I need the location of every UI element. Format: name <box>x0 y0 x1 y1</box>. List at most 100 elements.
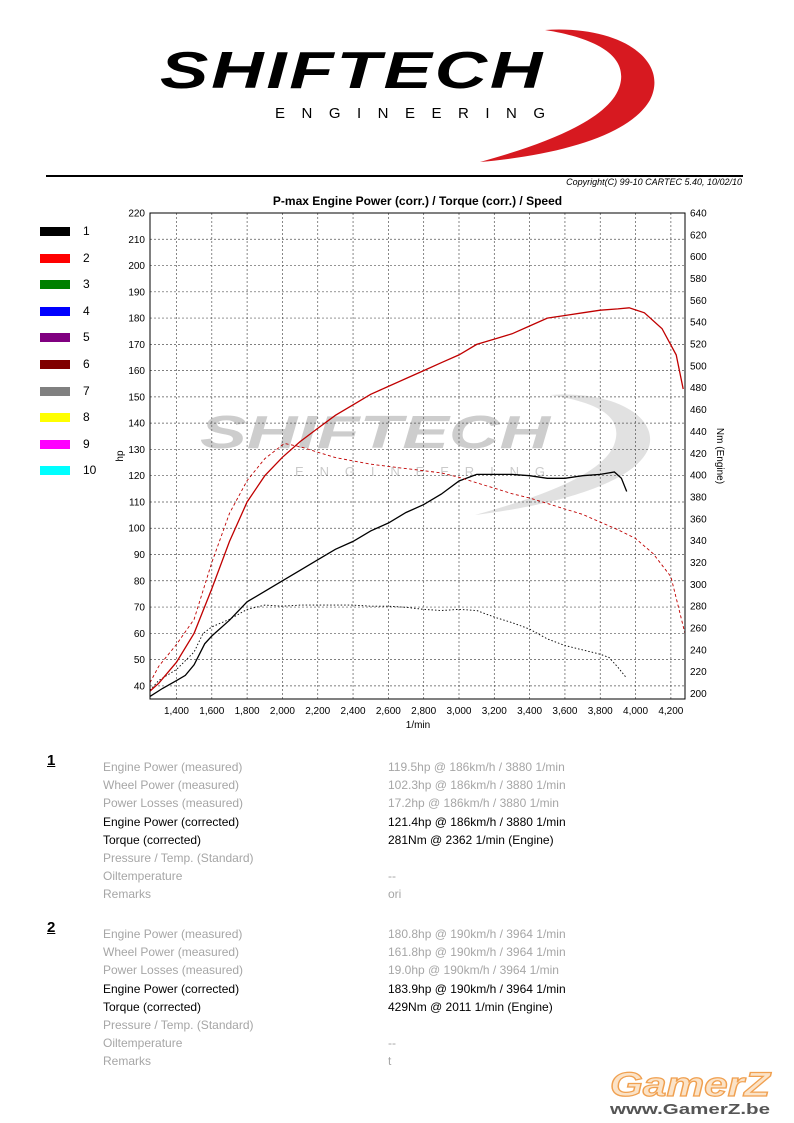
series-2-power-line <box>149 307 684 692</box>
y2-tick-label: 520 <box>690 340 707 351</box>
legend-label: 8 <box>83 410 90 425</box>
y2-tick-label: 240 <box>690 645 707 656</box>
x-tick-label: 3,400 <box>517 706 542 717</box>
result-label: Torque (corrected) <box>103 832 202 847</box>
result-value: 281Nm @ 2362 1/min (Engine) <box>388 832 554 847</box>
legend-label: 1 <box>83 224 90 238</box>
y2-tick-label: 360 <box>690 514 707 525</box>
result-value: -- <box>388 869 396 884</box>
y2-tick-label: 460 <box>690 405 707 416</box>
legend-item: 9 <box>40 437 120 451</box>
result-row: Engine Power (measured) 180.8hp @ 190km/h… <box>0 927 794 945</box>
result-label: Wheel Power (measured) <box>103 945 240 960</box>
result-label: Pressure / Temp. (Standard) <box>103 851 254 865</box>
logo-swoosh <box>480 29 655 162</box>
legend-label: 9 <box>83 436 90 451</box>
result-row: Power Losses (measured) 19.0hp @ 190km/h … <box>0 963 794 981</box>
result-label: Torque (corrected) <box>103 999 202 1014</box>
y2-tick-label: 400 <box>690 471 707 482</box>
result-row: Oiltemperature -- <box>0 869 794 887</box>
result-value: 17.2hp @ 186km/h / 3880 1/min <box>388 796 559 811</box>
x-tick-label: 1,400 <box>164 706 189 717</box>
y2-tick-label: 420 <box>690 449 707 460</box>
y2-axis-label: Nm (Engine) <box>714 428 725 484</box>
legend-label: 10 <box>83 463 97 478</box>
y-tick-label: 190 <box>128 287 145 298</box>
result-value: 183.9hp @ 190km/h / 3964 1/min <box>388 981 566 996</box>
copyright-text: Copyright(C) 99-10 CARTEC 5.40, 10/02/10 <box>566 177 742 187</box>
x-tick-label: 2,200 <box>305 706 330 717</box>
y2-tick-label: 560 <box>690 296 707 307</box>
y2-tick-label: 200 <box>690 689 707 700</box>
y2-tick-label: 380 <box>690 492 707 503</box>
result-row: Torque (corrected) 281Nm @ 2362 1/min (En… <box>0 833 794 851</box>
result-value: 161.8hp @ 190km/h / 3964 1/min <box>388 945 566 960</box>
legend-swatch <box>40 280 70 290</box>
y-tick-label: 200 <box>128 261 145 272</box>
y2-tick-label: 340 <box>690 536 707 547</box>
series-1-power-line <box>149 471 628 697</box>
result-label: Engine Power (measured) <box>103 927 243 941</box>
y2-tick-label: 440 <box>690 427 707 438</box>
chart-series <box>149 307 686 697</box>
y2-tick-label: 620 <box>690 230 707 241</box>
result-label: Oiltemperature <box>103 869 183 884</box>
result-value: 180.8hp @ 190km/h / 3964 1/min <box>388 927 566 941</box>
result-value: 429Nm @ 2011 1/min (Engine) <box>388 999 553 1014</box>
y-tick-label: 60 <box>134 629 146 640</box>
legend-item: 2 <box>40 251 120 265</box>
result-value: 121.4hp @ 186km/h / 3880 1/min <box>388 814 566 829</box>
legend-label: 2 <box>83 250 90 265</box>
legend-item: 7 <box>40 384 120 398</box>
result-label: Power Losses (measured) <box>103 963 244 978</box>
result-value: 102.3hp @ 186km/h / 3880 1/min <box>388 778 566 793</box>
legend-swatch <box>40 466 70 476</box>
legend-swatch <box>40 413 70 423</box>
result-row: Oiltemperature -- <box>0 1036 794 1054</box>
legend-label: 7 <box>83 383 90 398</box>
result-label: Engine Power (corrected) <box>103 814 240 829</box>
y-tick-label: 140 <box>128 419 145 430</box>
result-row: Remarks t <box>0 1054 794 1072</box>
shiftech-logo: SHIFTECH ENGINEERING <box>160 29 655 162</box>
y-tick-label: 170 <box>128 340 145 351</box>
result-value: t <box>388 1054 392 1069</box>
legend-swatch <box>40 439 70 449</box>
y2-tick-label: 580 <box>690 274 707 285</box>
x-axis-label: 1/min <box>406 720 430 731</box>
gamerz-logo: GamerZ www.GamerZ.be <box>609 1065 772 1118</box>
legend-swatch <box>40 386 70 396</box>
y2-tick-label: 500 <box>690 361 707 372</box>
x-tick-label: 1,600 <box>199 706 224 717</box>
result-row: Wheel Power (measured) 102.3hp @ 186km/h … <box>0 778 794 796</box>
result-row: Engine Power (corrected) 183.9hp @ 190km/… <box>0 982 794 1000</box>
y-tick-label: 130 <box>128 445 145 456</box>
legend-item: 3 <box>40 277 120 291</box>
result-value: -- <box>388 1036 396 1051</box>
y-tick-label: 110 <box>129 497 145 508</box>
x-tick-label: 3,800 <box>588 706 613 717</box>
result-label: Remarks <box>103 887 152 902</box>
y2-tick-label: 640 <box>690 209 707 220</box>
x-tick-label: 4,000 <box>623 706 648 717</box>
result-label: Oiltemperature <box>103 1036 183 1051</box>
gamerz-url: www.GamerZ.be <box>609 1101 770 1118</box>
result-number: 1 <box>47 752 56 769</box>
y2-tick-label: 220 <box>690 667 707 678</box>
x-tick-label: 3,600 <box>552 706 577 717</box>
y2-tick-label: 260 <box>690 624 707 635</box>
y2-tick-label: 600 <box>690 252 707 263</box>
x-tick-label: 3,000 <box>446 706 471 717</box>
legend-label: 5 <box>83 330 90 345</box>
y2-tick-label: 300 <box>690 580 707 591</box>
y2-tick-label: 540 <box>690 318 707 329</box>
result-label: Wheel Power (measured) <box>103 778 240 793</box>
watermark-swoosh <box>475 394 651 515</box>
legend-label: 4 <box>83 303 90 318</box>
y-tick-label: 160 <box>128 366 145 377</box>
y2-tick-label: 280 <box>690 602 707 613</box>
header-rule <box>46 175 743 177</box>
result-label: Remarks <box>103 1054 152 1069</box>
y-tick-label: 80 <box>134 576 146 587</box>
legend-swatch <box>40 360 70 369</box>
